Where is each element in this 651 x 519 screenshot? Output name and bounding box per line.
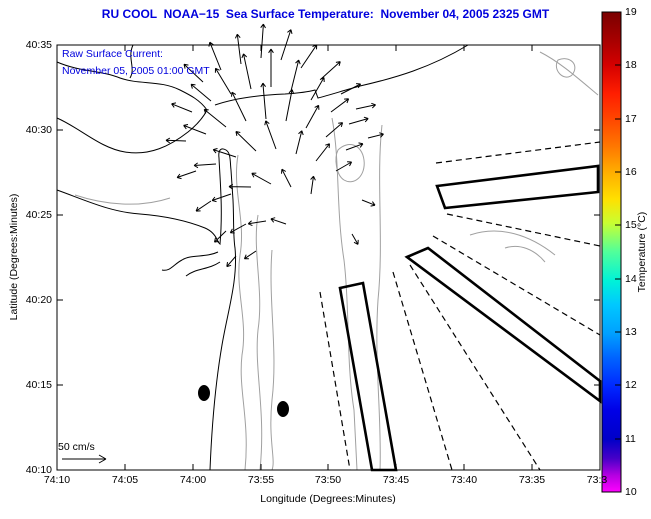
x-tick-label: 74:00 <box>179 474 207 486</box>
current-annotation-line2: November 05, 2005 01:00 GMT <box>62 65 210 77</box>
x-axis-label: Longitude (Degrees:Minutes) <box>260 493 396 505</box>
colorbar-tick-label: 18 <box>625 59 637 71</box>
plot-frame <box>56 44 601 471</box>
station-marker-dots <box>198 385 289 417</box>
colorbar-label: Temperature (°C) <box>636 211 648 293</box>
figure-title: RU COOL NOAA−15 Sea Surface Temperature:… <box>101 7 550 21</box>
long-island-shore <box>214 44 469 106</box>
x-tick-label: 73:35 <box>518 474 546 486</box>
shrewsbury-estuary <box>185 261 221 277</box>
nj-coast-sandy-hook <box>56 148 237 471</box>
scale-arrow-label: 50 cm/s <box>58 441 95 453</box>
colorbar-ticks <box>615 64 621 440</box>
traffic-lane-dashed-lines <box>319 141 601 471</box>
y-tick-label: 40:35 <box>25 39 52 51</box>
shipping-lane-boundaries <box>338 164 602 472</box>
bathymetry-contours <box>74 51 599 471</box>
x-tick-label: 73:3 <box>586 474 608 486</box>
y-axis-ticks <box>57 44 600 471</box>
current-vectors <box>165 23 384 268</box>
velocity-scale-arrow <box>62 454 107 464</box>
colorbar-tick-label: 11 <box>625 433 636 445</box>
x-tick-label: 73:45 <box>382 474 410 486</box>
navesink-estuary <box>161 251 219 271</box>
y-tick-label: 40:15 <box>25 379 52 391</box>
colorbar-tick-label: 15 <box>625 219 637 231</box>
colorbar-tick-label: 16 <box>625 166 637 178</box>
colorbar-tick-label: 19 <box>625 6 637 18</box>
x-tick-label: 73:55 <box>247 474 275 486</box>
y-tick-label: 40:25 <box>25 209 52 221</box>
y-tick-label: 40:10 <box>25 464 52 476</box>
y-tick-label: 40:20 <box>25 294 52 306</box>
colorbar-tick-label: 12 <box>625 379 637 391</box>
x-axis-ticks <box>56 45 601 470</box>
river-inlet <box>129 44 134 79</box>
temperature-colorbar <box>601 11 622 493</box>
y-axis-label: Latitude (Degrees:Minutes) <box>8 193 20 321</box>
x-tick-label: 73:40 <box>450 474 478 486</box>
x-tick-label: 73:50 <box>314 474 342 486</box>
x-tick-label: 74:10 <box>43 474 71 486</box>
colorbar-tick-label: 14 <box>625 273 637 285</box>
y-tick-label: 40:30 <box>25 124 52 136</box>
colorbar-tick-label: 17 <box>625 113 637 125</box>
colorbar-tick-label: 10 <box>625 486 637 498</box>
x-tick-label: 74:05 <box>111 474 139 486</box>
current-annotation-line1: Raw Surface Current: <box>62 48 163 60</box>
colorbar-tick-label: 13 <box>625 326 637 338</box>
